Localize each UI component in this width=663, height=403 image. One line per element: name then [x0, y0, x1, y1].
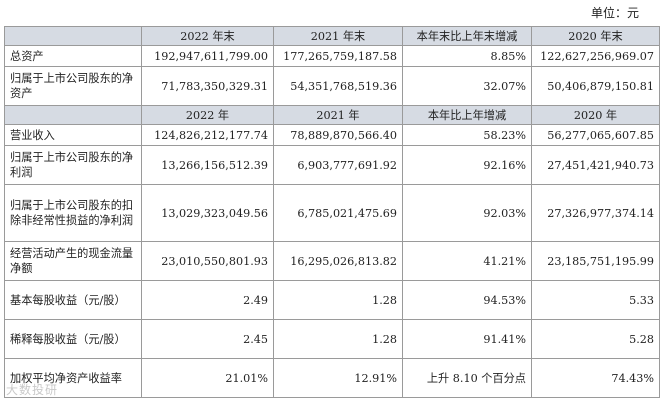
- row-label: 经营活动产生的现金流量净额: [4, 241, 142, 281]
- header-cell: 2020 年末: [531, 26, 660, 46]
- value-cell: 122,627,256,969.07: [531, 45, 660, 67]
- row-label: 营业收入: [4, 124, 142, 146]
- header-cell: 2021 年末: [273, 26, 403, 46]
- row-label: 总资产: [4, 45, 142, 67]
- value-cell: 27,451,421,940.73: [531, 145, 660, 185]
- row-label: 稀释每股收益（元/股）: [4, 319, 142, 359]
- header-cell: 2022 年: [141, 105, 274, 125]
- value-cell: 91.41%: [402, 319, 532, 359]
- value-cell: 124,826,212,177.74: [141, 124, 274, 146]
- financial-data-table: 2022 年末 2021 年末 本年末比上年末增减 2020 年末 总资产 19…: [4, 26, 660, 398]
- value-cell: 8.85%: [402, 45, 532, 67]
- table-row: 基本每股收益（元/股） 2.49 1.28 94.53% 5.33: [4, 280, 660, 320]
- watermark-logo: 大数投研: [6, 383, 59, 397]
- value-cell: 177,265,759,187.58: [273, 45, 403, 67]
- table-row: 归属于上市公司股东的净利润 13,266,156,512.39 6,903,77…: [4, 145, 660, 185]
- header-cell: 本年末比上年末增减: [402, 26, 532, 46]
- value-cell: 13,266,156,512.39: [141, 145, 274, 185]
- value-cell: 54,351,768,519.36: [273, 66, 403, 106]
- value-cell: 5.33: [531, 280, 660, 320]
- value-cell: 23,010,550,801.93: [141, 241, 274, 281]
- value-cell: 56,277,065,607.85: [531, 124, 660, 146]
- row-label: 归属于上市公司股东的净利润: [4, 145, 142, 185]
- value-cell: 6,785,021,475.69: [273, 184, 403, 242]
- value-cell: 2.49: [141, 280, 274, 320]
- value-cell: 94.53%: [402, 280, 532, 320]
- table-header-row: 2022 年 2021 年 本年比上年增减 2020 年: [4, 105, 660, 125]
- value-cell: 21.01%: [141, 358, 274, 398]
- header-cell: [4, 105, 142, 125]
- table-row: 总资产 192,947,611,799.00 177,265,759,187.5…: [4, 45, 660, 67]
- value-cell: 192,947,611,799.00: [141, 45, 274, 67]
- value-cell: 1.28: [273, 319, 403, 359]
- value-cell: 16,295,026,813.82: [273, 241, 403, 281]
- value-cell: 23,185,751,195.99: [531, 241, 660, 281]
- table-header-row: 2022 年末 2021 年末 本年末比上年末增减 2020 年末: [4, 26, 660, 46]
- row-label: 基本每股收益（元/股）: [4, 280, 142, 320]
- value-cell: 32.07%: [402, 66, 532, 106]
- value-cell: 92.03%: [402, 184, 532, 242]
- value-cell: 1.28: [273, 280, 403, 320]
- header-cell: [4, 26, 142, 46]
- value-cell: 13,029,323,049.56: [141, 184, 274, 242]
- row-label: 归属于上市公司股东的净资产: [4, 66, 142, 106]
- table-row: 加权平均净资产收益率 21.01% 12.91% 上升 8.10 个百分点 74…: [4, 358, 660, 398]
- value-cell: 71,783,350,329.31: [141, 66, 274, 106]
- value-cell: 92.16%: [402, 145, 532, 185]
- table-row: 经营活动产生的现金流量净额 23,010,550,801.93 16,295,0…: [4, 241, 660, 281]
- value-cell: 74.43%: [531, 358, 660, 398]
- row-label: 加权平均净资产收益率: [4, 358, 142, 398]
- header-cell: 本年比上年增减: [402, 105, 532, 125]
- header-cell: 2022 年末: [141, 26, 274, 46]
- value-cell: 41.21%: [402, 241, 532, 281]
- value-cell: 78,889,870,566.40: [273, 124, 403, 146]
- value-cell: 50,406,879,150.81: [531, 66, 660, 106]
- value-cell: 27,326,977,374.14: [531, 184, 660, 242]
- table-row: 营业收入 124,826,212,177.74 78,889,870,566.4…: [4, 124, 660, 146]
- value-cell: 58.23%: [402, 124, 532, 146]
- table-row: 稀释每股收益（元/股） 2.45 1.28 91.41% 5.28: [4, 319, 660, 359]
- value-cell: 6,903,777,691.92: [273, 145, 403, 185]
- value-cell: 2.45: [141, 319, 274, 359]
- header-cell: 2020 年: [531, 105, 660, 125]
- value-cell: 上升 8.10 个百分点: [402, 358, 532, 398]
- row-label: 归属于上市公司股东的扣除非经常性损益的净利润: [4, 184, 142, 242]
- value-cell: 12.91%: [273, 358, 403, 398]
- table-row: 归属于上市公司股东的净资产 71,783,350,329.31 54,351,7…: [4, 66, 660, 106]
- header-cell: 2021 年: [273, 105, 403, 125]
- value-cell: 5.28: [531, 319, 660, 359]
- table-row: 归属于上市公司股东的扣除非经常性损益的净利润 13,029,323,049.56…: [4, 184, 660, 242]
- unit-label: 单位：元: [590, 6, 639, 20]
